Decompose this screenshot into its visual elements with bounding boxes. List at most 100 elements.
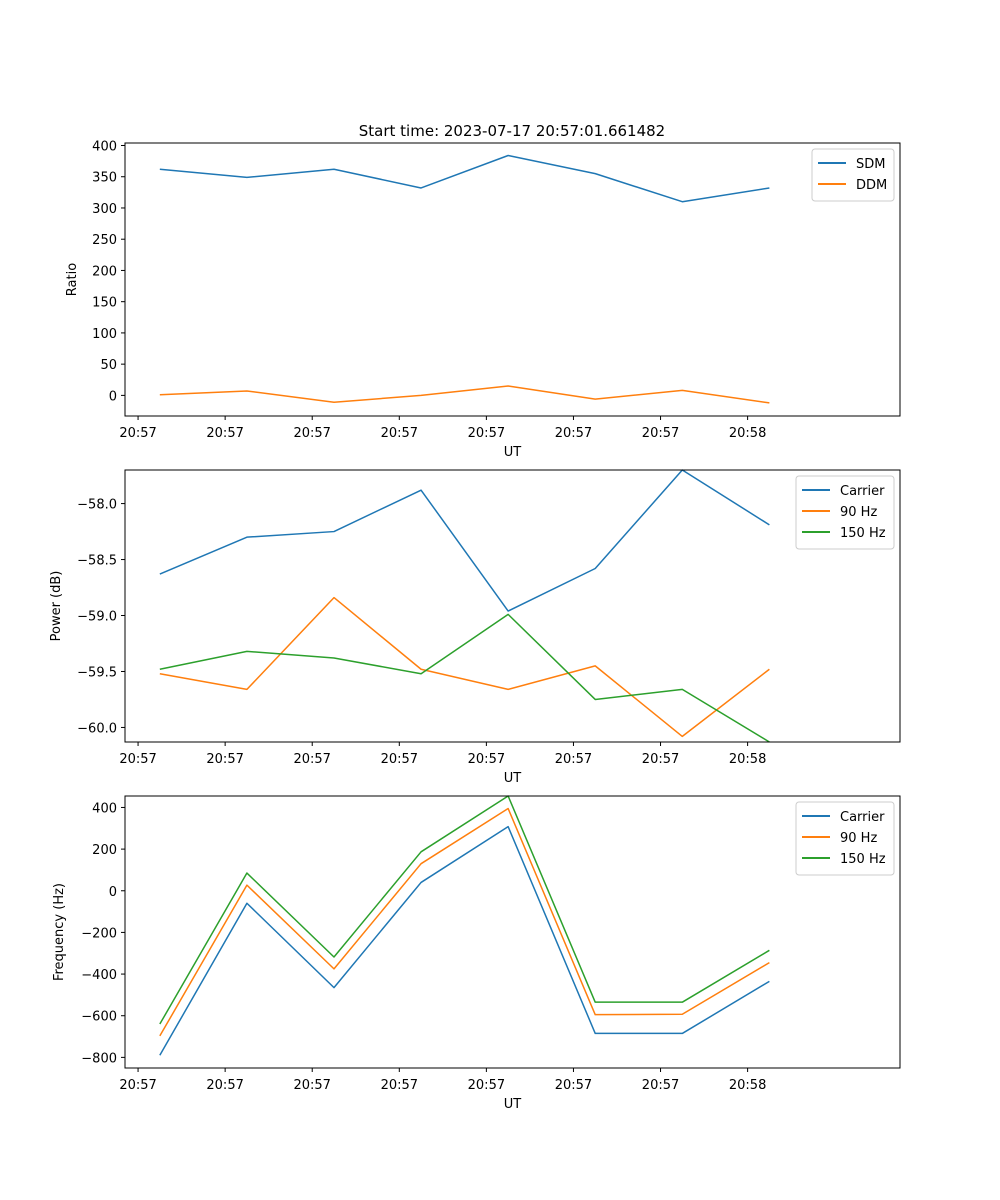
data-point: [594, 1001, 597, 1004]
y-tick-label: −800: [81, 1051, 117, 1066]
data-point: [507, 613, 510, 616]
x-tick-label: 20:58: [729, 1078, 766, 1093]
axes-frame: [124, 142, 901, 417]
legend-label: SDM: [856, 157, 885, 172]
data-point: [681, 1001, 684, 1004]
legend-label: DDM: [856, 178, 887, 193]
series-line-ddm: [159, 385, 770, 404]
legend: Carrier 90 Hz 150 Hz: [795, 801, 895, 876]
data-point: [681, 200, 684, 203]
x-tick-label: 20:57: [468, 426, 505, 441]
x-tick-label: 20:57: [642, 426, 679, 441]
data-point: [245, 390, 248, 393]
data-point: [158, 573, 161, 576]
data-point: [420, 489, 423, 492]
y-tick-label: −59.5: [77, 665, 117, 680]
data-point: [245, 902, 248, 905]
data-point: [158, 1054, 161, 1057]
data-point: [594, 398, 597, 401]
x-tick-label: 20:57: [642, 1078, 679, 1093]
data-point: [332, 168, 335, 171]
legend: Carrier 90 Hz 150 Hz: [795, 475, 895, 550]
y-tick-label: 400: [92, 801, 117, 816]
data-point: [245, 536, 248, 539]
data-point: [158, 168, 161, 171]
y-tick-label: 400: [92, 139, 117, 154]
data-point: [507, 688, 510, 691]
y-tick-label: −200: [81, 926, 117, 941]
data-point: [245, 176, 248, 179]
frequency-panel: 20:57 20:57 20:57 20:57 20:57 20:57 20:57 20:58…: [52, 795, 901, 1112]
data-point: [768, 949, 771, 952]
data-point: [332, 986, 335, 989]
data-point: [332, 657, 335, 660]
x-tick-label: 20:57: [381, 1078, 418, 1093]
data-point: [332, 530, 335, 533]
series-line-150-hz: [159, 795, 770, 1025]
y-tick-label: 200: [92, 843, 117, 858]
x-tick-label: 20:58: [729, 752, 766, 767]
data-point: [681, 688, 684, 691]
x-tick-label: 20:57: [119, 426, 156, 441]
x-tick-label: 20:57: [381, 752, 418, 767]
data-point: [594, 1013, 597, 1016]
x-tick-label: 20:57: [119, 752, 156, 767]
data-point: [420, 394, 423, 397]
data-point: [420, 881, 423, 884]
series-line-90-hz: [159, 596, 770, 738]
y-tick-label: 0: [109, 885, 117, 900]
figure-title: Start time: 2023-07-17 20:57:01.661482: [359, 122, 665, 140]
series-line-sdm: [159, 154, 770, 203]
y-axis-label: Frequency (Hz): [52, 883, 67, 981]
data-point: [245, 650, 248, 653]
data-point: [420, 186, 423, 189]
y-tick-label: −58.5: [77, 554, 117, 569]
data-point: [158, 1034, 161, 1037]
data-point: [420, 850, 423, 853]
y-tick-label: 250: [92, 233, 117, 248]
data-point: [332, 596, 335, 599]
data-point: [158, 672, 161, 675]
y-tick-label: −58.0: [77, 498, 117, 513]
data-point: [158, 1023, 161, 1026]
x-tick-label: 20:57: [206, 752, 243, 767]
legend-label: Carrier: [840, 484, 885, 499]
x-tick-label: 20:57: [468, 752, 505, 767]
y-tick-label: −400: [81, 968, 117, 983]
y-tick-label: 0: [109, 389, 117, 404]
data-point: [420, 862, 423, 865]
x-tick-label: 20:57: [293, 426, 330, 441]
x-tick-label: 20:57: [468, 1078, 505, 1093]
x-axis-label: UT: [504, 1097, 522, 1112]
y-tick-label: −600: [81, 1010, 117, 1025]
data-point: [594, 172, 597, 175]
legend-box: [795, 475, 895, 550]
legend-label: 90 Hz: [840, 505, 877, 520]
y-tick-label: −59.0: [77, 610, 117, 625]
y-tick-label: 200: [92, 264, 117, 279]
data-point: [768, 668, 771, 671]
y-tick-label: 150: [92, 296, 117, 311]
data-point: [594, 567, 597, 570]
x-axis-label: UT: [504, 445, 522, 460]
x-tick-label: 20:57: [206, 426, 243, 441]
data-point: [768, 980, 771, 983]
x-tick-label: 20:58: [729, 426, 766, 441]
y-axis-label: Power (dB): [49, 571, 64, 642]
x-tick-label: 20:57: [206, 1078, 243, 1093]
data-point: [507, 154, 510, 157]
x-axis-label: UT: [504, 771, 522, 786]
data-point: [681, 389, 684, 392]
data-point: [420, 668, 423, 671]
data-point: [594, 698, 597, 701]
data-point: [332, 401, 335, 404]
y-tick-label: −60.0: [77, 721, 117, 736]
data-point: [681, 1032, 684, 1035]
data-point: [768, 401, 771, 404]
y-tick-label: 50: [100, 358, 117, 373]
legend-label: Carrier: [840, 810, 885, 825]
x-tick-label: 20:57: [555, 752, 592, 767]
data-point: [681, 1013, 684, 1016]
data-point: [245, 884, 248, 887]
